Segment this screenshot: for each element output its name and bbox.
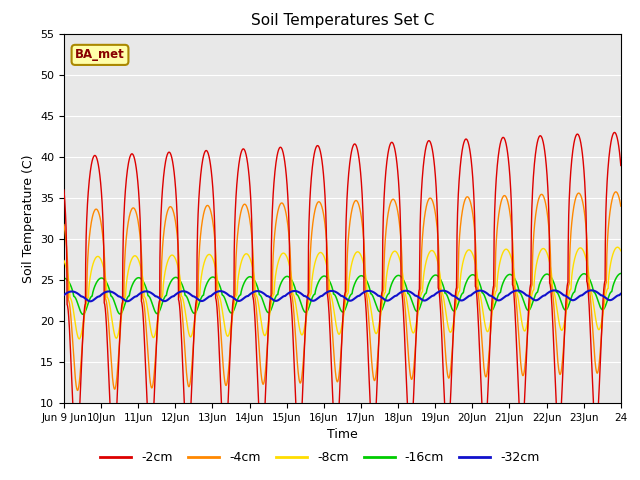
Title: Soil Temperatures Set C: Soil Temperatures Set C — [251, 13, 434, 28]
Text: BA_met: BA_met — [75, 48, 125, 61]
Legend: -2cm, -4cm, -8cm, -16cm, -32cm: -2cm, -4cm, -8cm, -16cm, -32cm — [95, 446, 545, 469]
Y-axis label: Soil Temperature (C): Soil Temperature (C) — [22, 154, 35, 283]
X-axis label: Time: Time — [327, 429, 358, 442]
